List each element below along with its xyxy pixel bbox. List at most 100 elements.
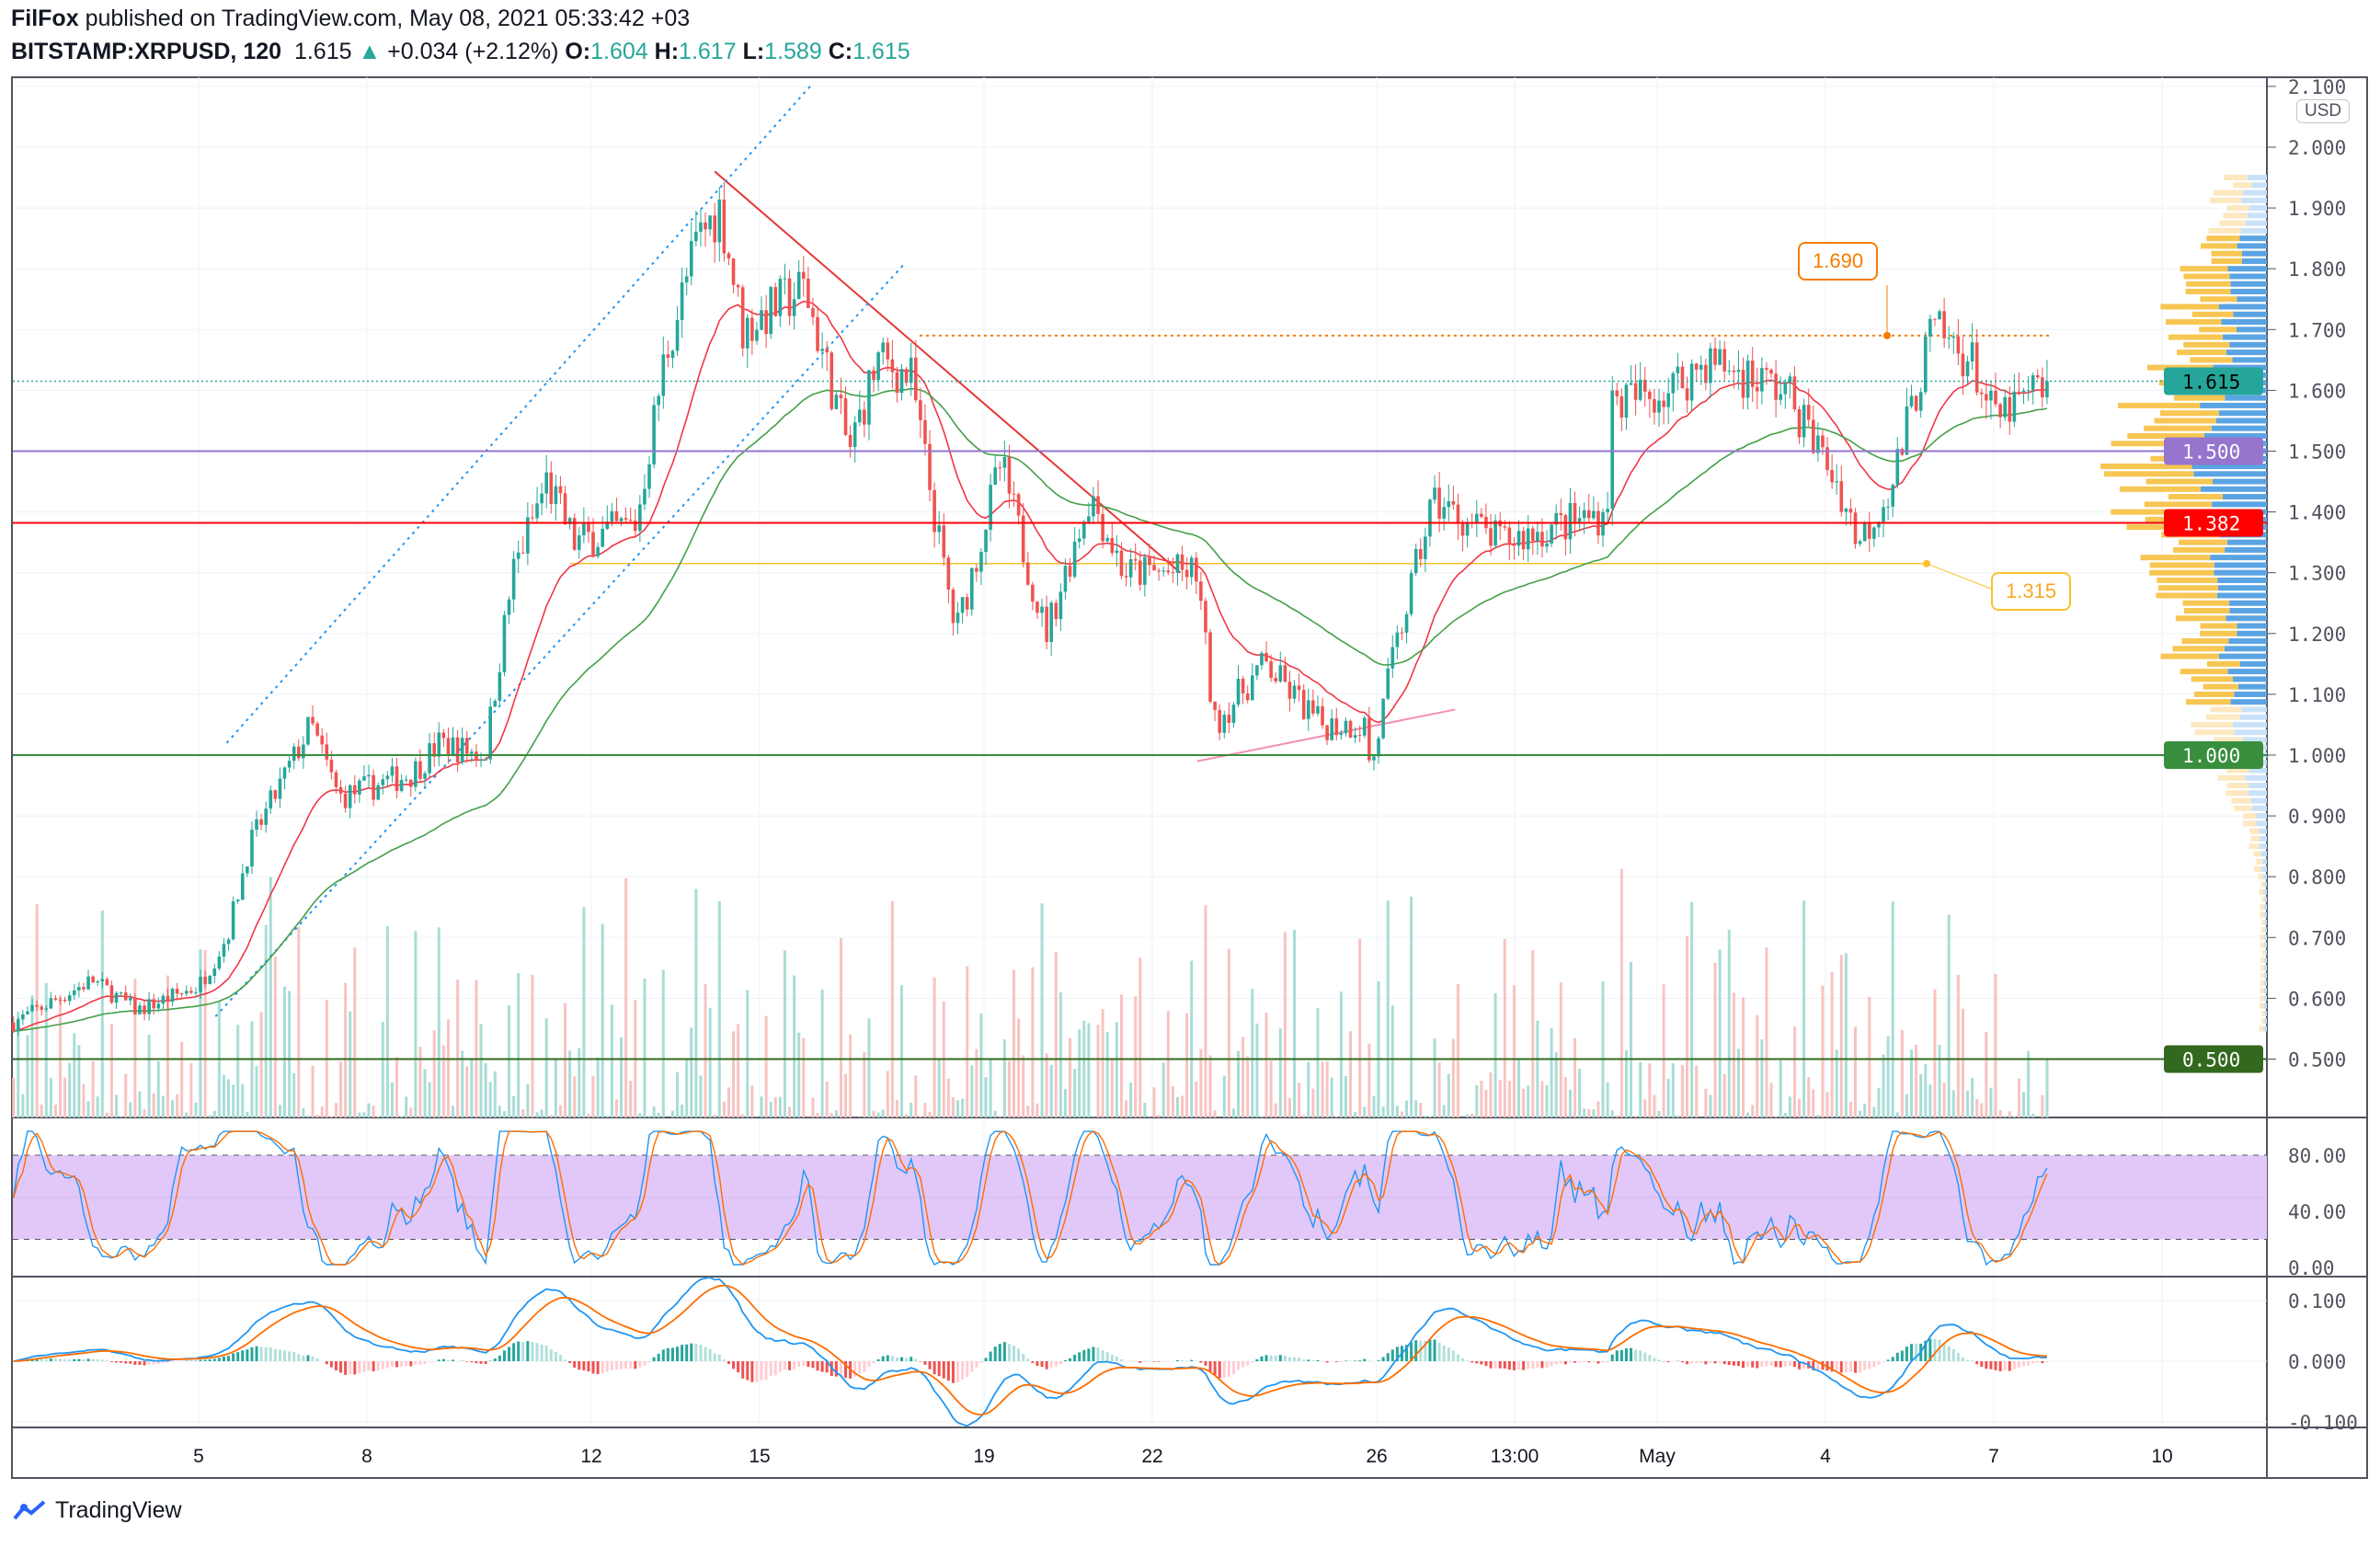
volume-bar xyxy=(1844,953,1848,1117)
low-label: L: xyxy=(742,39,765,64)
currency-button[interactable]: USD xyxy=(2296,99,2351,123)
candle-body xyxy=(1666,393,1670,407)
candle-body xyxy=(138,1005,142,1014)
macd-hist-bar xyxy=(1405,1345,1409,1361)
candle-body xyxy=(1582,510,1586,519)
volume-profile-up xyxy=(2242,189,2267,196)
candle-body xyxy=(1012,493,1016,495)
macd-hist-bar xyxy=(264,1346,268,1361)
macd-hist-bar xyxy=(400,1361,404,1367)
macd-hist-bar xyxy=(816,1361,819,1371)
candle-body xyxy=(1732,370,1736,372)
macd-hist-bar xyxy=(1933,1338,1937,1361)
volume-profile-up xyxy=(2259,843,2267,850)
macd-hist-bar xyxy=(1013,1345,1016,1361)
tradingview-logo[interactable]: TradingView xyxy=(13,1497,182,1524)
macd-hist-bar xyxy=(676,1346,680,1361)
volume-profile-up xyxy=(2232,357,2267,363)
macd-hist-bar xyxy=(578,1361,581,1370)
volume-bar xyxy=(1961,1008,1964,1117)
candle-body xyxy=(852,422,857,447)
macd-hist-bar xyxy=(1695,1361,1699,1364)
candle-body xyxy=(1942,311,1946,338)
volume-profile-up xyxy=(2237,630,2267,636)
close-value: 1.615 xyxy=(852,39,910,64)
volume-profile-up xyxy=(2263,980,2267,986)
volume-bar xyxy=(1802,900,1806,1117)
candle-body xyxy=(1077,538,1081,542)
volume-bar xyxy=(414,931,418,1117)
macd-hist-bar xyxy=(470,1361,474,1363)
volume-bar xyxy=(1307,1061,1310,1117)
candle-body xyxy=(1353,735,1357,739)
candle-body xyxy=(1390,647,1395,669)
volume-profile-up xyxy=(2225,546,2267,553)
volume-bar xyxy=(171,1100,175,1117)
macd-hist-bar xyxy=(1536,1361,1539,1369)
candle-body xyxy=(1311,700,1315,714)
candle-body xyxy=(1699,364,1703,370)
symbol-name[interactable]: BITSTAMP:XRPUSD, 120 xyxy=(11,39,282,64)
macd-hist-bar xyxy=(1835,1361,1838,1372)
volume-bar xyxy=(1736,1049,1740,1117)
macd-hist-bar xyxy=(928,1361,932,1369)
macd-hist-bar xyxy=(1287,1357,1291,1361)
callout-1690[interactable]: 1.690 xyxy=(1798,242,1879,281)
volume-bar xyxy=(764,1015,768,1117)
macd-hist-bar xyxy=(760,1361,763,1381)
callout-1315[interactable]: 1.315 xyxy=(1991,572,2072,611)
macd-hist-bar xyxy=(1732,1361,1735,1366)
volume-bar xyxy=(124,1073,128,1117)
candle-body xyxy=(222,944,226,957)
volume-bar xyxy=(966,966,969,1117)
volume-bar xyxy=(484,1062,487,1117)
candle-body xyxy=(1344,720,1348,734)
macd-hist-bar xyxy=(1316,1359,1320,1361)
candle-body xyxy=(428,743,431,774)
volume-profile-up xyxy=(2263,995,2267,1002)
volume-bar xyxy=(498,1106,501,1117)
candle-body xyxy=(16,1019,20,1032)
volume-bar xyxy=(746,990,749,1117)
candle-body xyxy=(1718,349,1722,365)
volume-bar xyxy=(1395,1106,1399,1117)
candle-body xyxy=(591,532,595,556)
volume-profile-up xyxy=(2218,304,2267,310)
candle-body xyxy=(1685,388,1689,401)
volume-bar xyxy=(1666,1079,1670,1117)
macd-hist-bar xyxy=(372,1361,375,1371)
volume-bar xyxy=(212,1110,216,1117)
volume-bar xyxy=(344,982,348,1117)
candle-body xyxy=(100,979,105,981)
candle-body xyxy=(955,613,960,624)
macd-hist-bar xyxy=(1101,1350,1104,1361)
macd-hist-bar xyxy=(1410,1342,1413,1361)
candle-body xyxy=(1002,457,1007,468)
volume-bar xyxy=(1985,1031,1988,1117)
volume-profile-up xyxy=(2260,835,2267,842)
candle-body xyxy=(1418,548,1423,559)
macd-hist-bar xyxy=(717,1354,721,1361)
candle-body xyxy=(984,529,988,552)
volume-profile-down xyxy=(2231,797,2251,804)
candle-body xyxy=(2041,377,2044,397)
volume-profile-down xyxy=(2191,721,2233,728)
volume-profile-up xyxy=(2222,334,2267,340)
macd-hist-bar xyxy=(1563,1361,1567,1365)
volume-bar xyxy=(1456,983,1459,1117)
candle-body xyxy=(769,287,772,335)
volume-profile-up xyxy=(2234,729,2267,736)
candle-body xyxy=(147,999,151,1014)
macd-hist-bar xyxy=(353,1361,357,1375)
candle-body xyxy=(839,395,843,399)
macd-hist-bar xyxy=(1152,1361,1156,1362)
candle-body xyxy=(1330,718,1333,740)
candle-body xyxy=(1049,602,1053,642)
candle-body xyxy=(1180,554,1184,570)
candle-body xyxy=(1072,541,1077,577)
volume-bar xyxy=(2045,1058,2049,1117)
candle-body xyxy=(1110,538,1115,554)
candle-body xyxy=(212,968,217,977)
macd-hist-bar xyxy=(437,1359,441,1361)
